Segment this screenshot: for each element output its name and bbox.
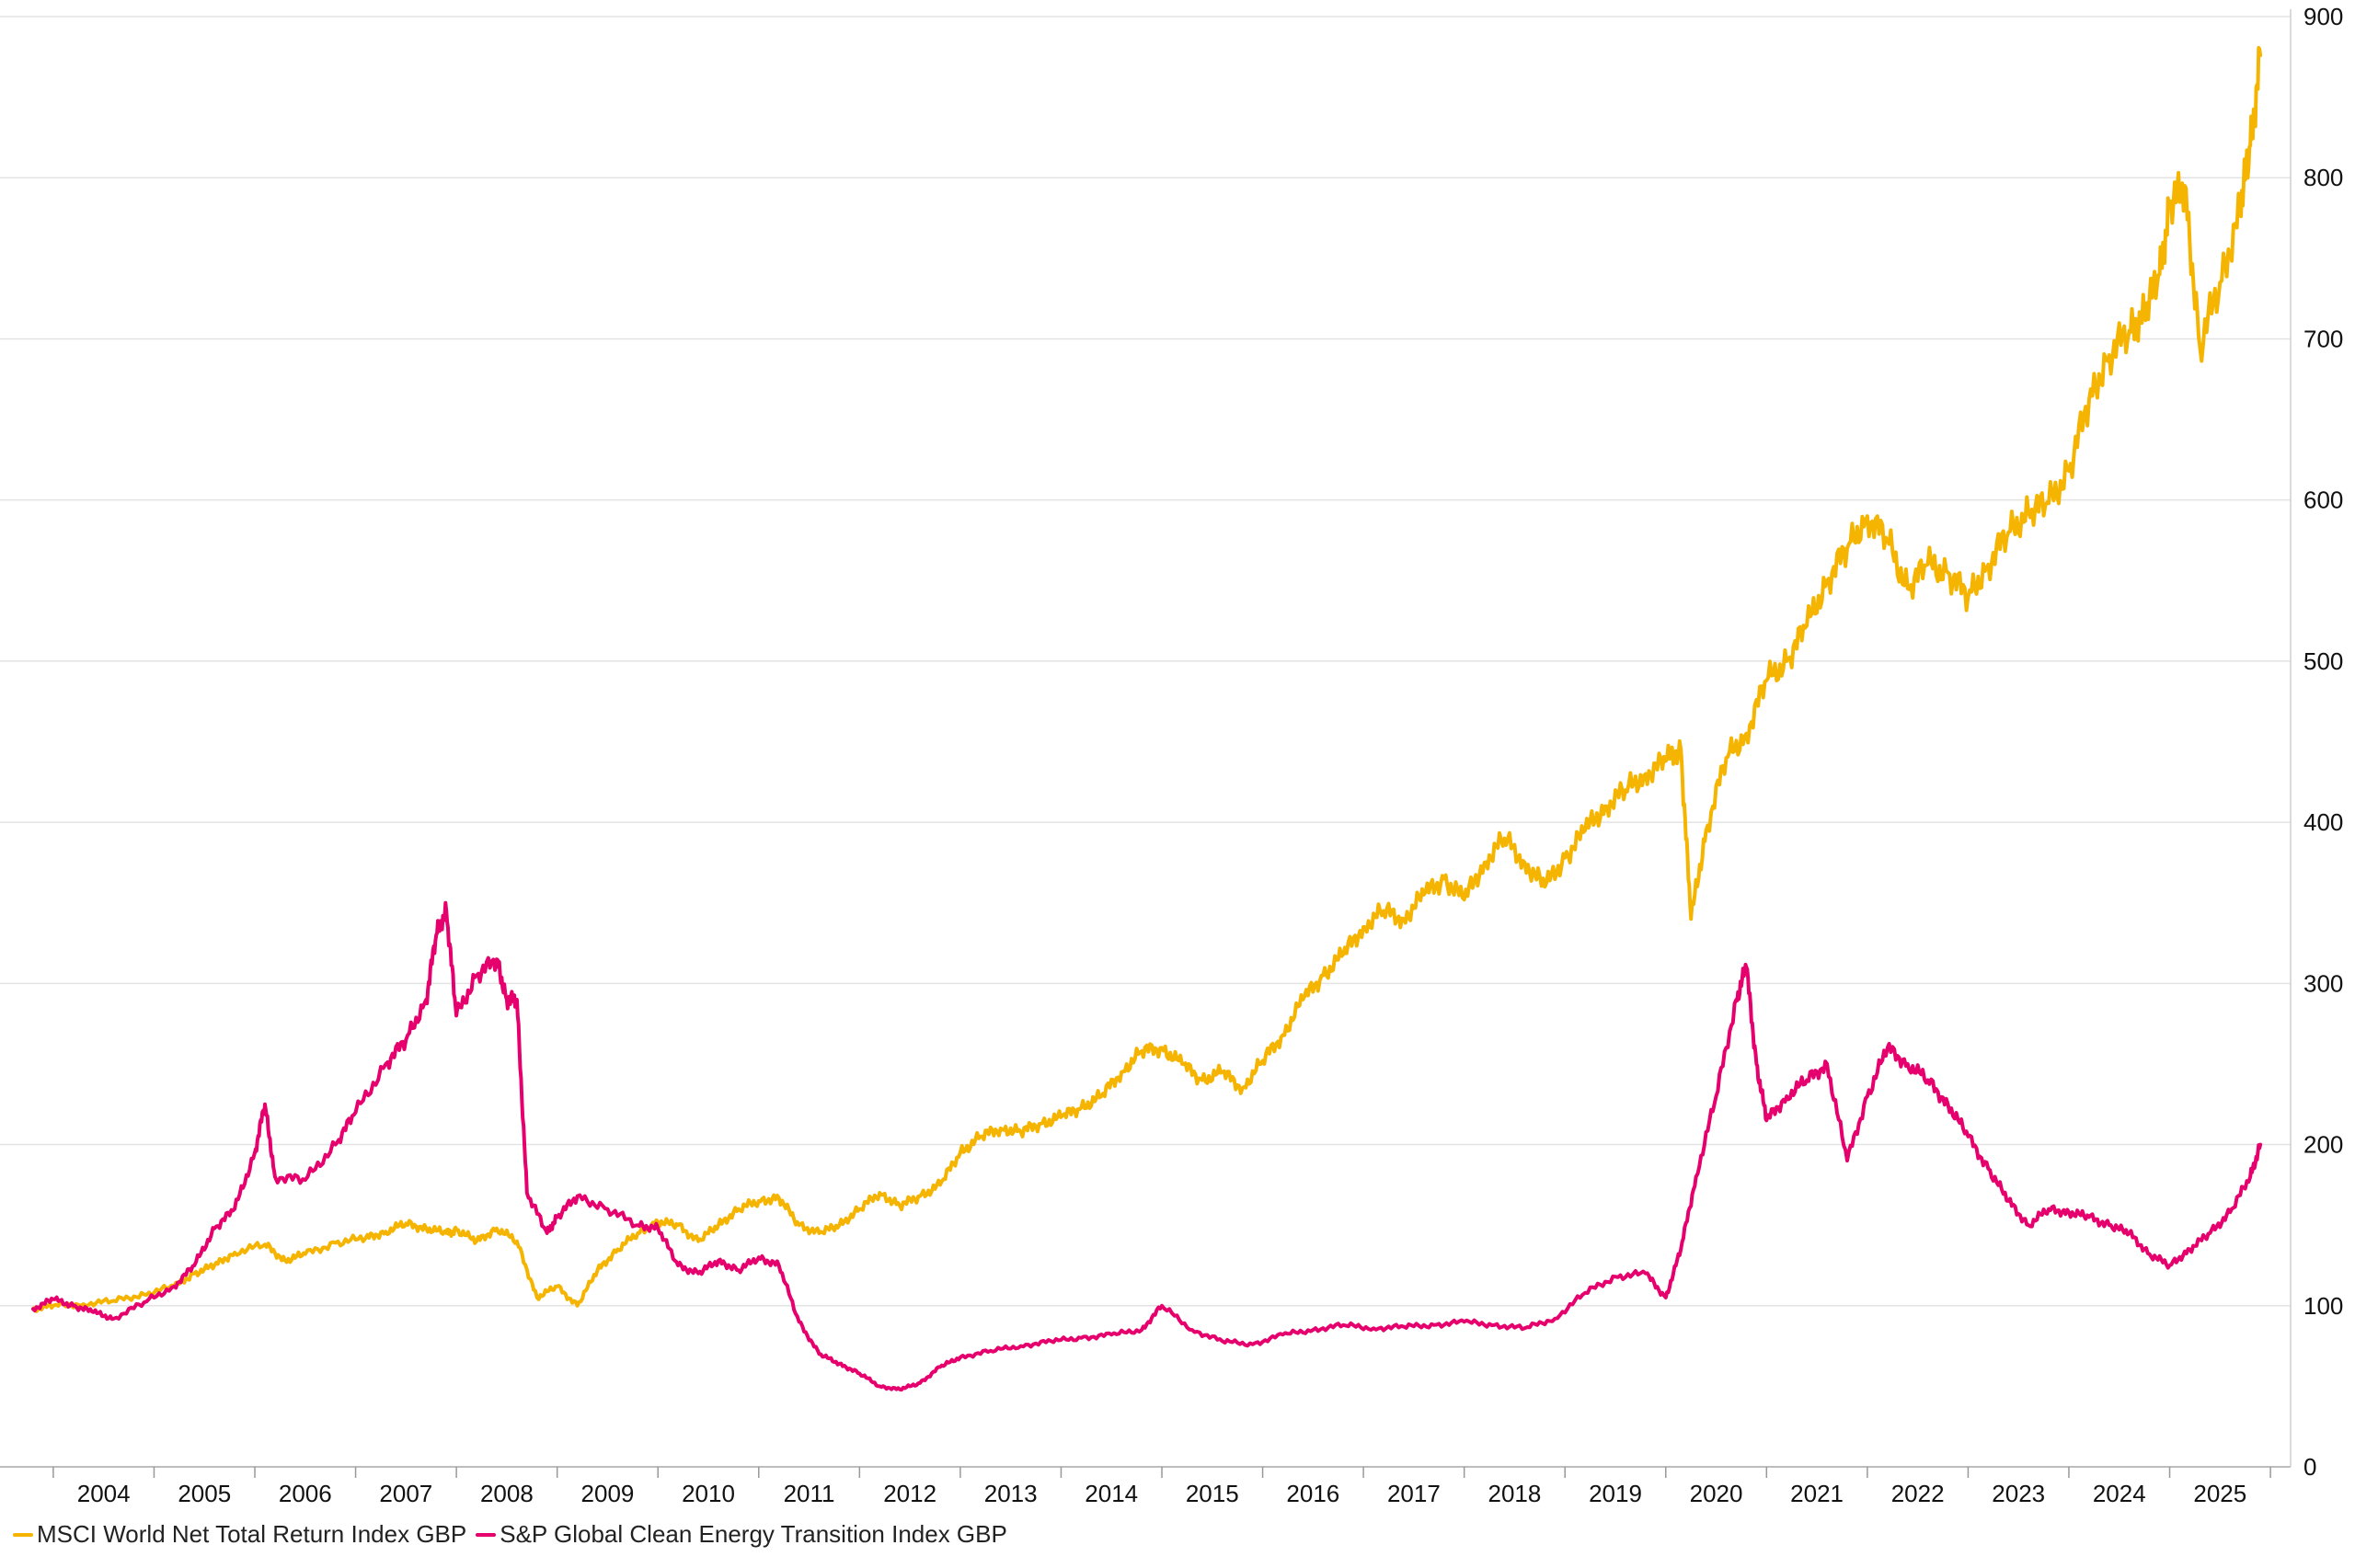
- x-tick-label-2010: 2010: [682, 1480, 735, 1507]
- x-tick-label-2007: 2007: [379, 1480, 432, 1507]
- x-tick-label-2018: 2018: [1488, 1480, 1542, 1507]
- y-tick-label-200: 200: [2303, 1131, 2343, 1159]
- x-tick-label-2016: 2016: [1286, 1480, 1339, 1507]
- y-tick-label-600: 600: [2303, 486, 2343, 514]
- x-tick-label-2019: 2019: [1589, 1480, 1642, 1507]
- y-tick-label-900: 900: [2303, 3, 2343, 30]
- series-line-msci-world: [31, 46, 2263, 1313]
- legend-swatch-clean-energy: [476, 1532, 497, 1537]
- x-tick-label-2023: 2023: [1992, 1480, 2045, 1507]
- legend-swatch-msci: [13, 1532, 33, 1537]
- x-tick-label-2004: 2004: [77, 1480, 131, 1507]
- y-tick-label-400: 400: [2303, 808, 2343, 836]
- legend-item-msci[interactable]: MSCI World Net Total Return Index GBP: [13, 1520, 466, 1549]
- gridlines: [0, 16, 2291, 1468]
- x-tick-label-2017: 2017: [1387, 1480, 1441, 1507]
- series-line-clean-energy: [31, 900, 2263, 1392]
- legend-item-clean-energy[interactable]: S&P Global Clean Energy Transition Index…: [476, 1520, 1007, 1549]
- legend-label-msci: MSCI World Net Total Return Index GBP: [37, 1520, 467, 1548]
- x-tick-label-2009: 2009: [581, 1480, 635, 1507]
- x-tick-label-2005: 2005: [178, 1480, 231, 1507]
- y-tick-label-500: 500: [2303, 647, 2343, 675]
- chart-legend: MSCI World Net Total Return Index GBP S&…: [13, 1520, 1011, 1549]
- x-tick-label-2022: 2022: [1891, 1480, 1945, 1507]
- y-tick-label-100: 100: [2303, 1292, 2343, 1320]
- x-tick-label-2011: 2011: [784, 1480, 835, 1507]
- legend-label-clean-energy: S&P Global Clean Energy Transition Index…: [500, 1520, 1007, 1548]
- x-tick-label-2024: 2024: [2093, 1480, 2146, 1507]
- series-group: [31, 46, 2263, 1392]
- y-tick-label-300: 300: [2303, 969, 2343, 997]
- x-tick-label-2025: 2025: [2193, 1480, 2246, 1507]
- x-tick-label-2006: 2006: [279, 1480, 332, 1507]
- y-tick-label-800: 800: [2303, 164, 2343, 191]
- x-tick-label-2021: 2021: [1790, 1480, 1844, 1507]
- x-axis: 2004 2005 2006 2007 2008 2009 2010 2011 2012 2013…: [52, 1467, 2271, 1507]
- y-tick-label-700: 700: [2303, 325, 2343, 352]
- y-tick-label-0: 0: [2303, 1453, 2316, 1481]
- x-tick-label-2020: 2020: [1690, 1480, 1743, 1507]
- x-tick-label-2015: 2015: [1186, 1480, 1239, 1507]
- y-axis: 0 100 200 300 400 500 600 700 800 900: [2290, 3, 2343, 1481]
- x-tick-label-2012: 2012: [883, 1480, 936, 1507]
- x-tick-label-2013: 2013: [984, 1480, 1038, 1507]
- x-tick-label-2014: 2014: [1085, 1480, 1138, 1507]
- x-tick-label-2008: 2008: [480, 1480, 534, 1507]
